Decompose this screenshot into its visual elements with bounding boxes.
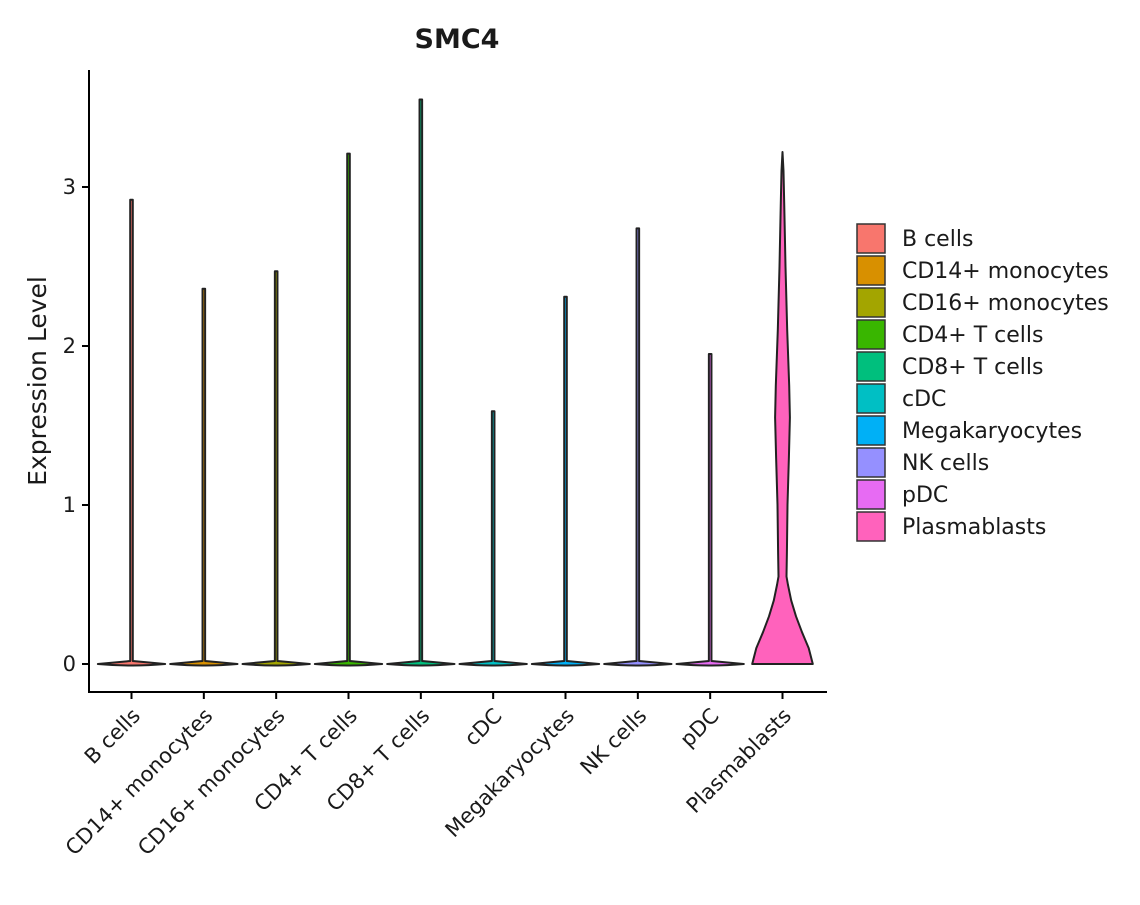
x-tick-label: cDC (460, 704, 507, 751)
legend-swatch (856, 223, 886, 254)
legend-label: cDC (902, 387, 946, 412)
legend-swatch (856, 511, 886, 542)
y-tick-label: 3 (63, 175, 76, 199)
legend-swatch (856, 415, 886, 446)
violin-nk-cells (603, 227, 673, 667)
legend-swatch (856, 479, 886, 510)
violin-pdc (675, 352, 745, 667)
legend-label: CD8+ T cells (902, 355, 1043, 380)
violin-plasmablasts (751, 151, 814, 665)
y-axis-title: Expression Level (23, 276, 52, 486)
legend-swatch (856, 287, 886, 318)
y-tick-label: 0 (63, 652, 76, 676)
x-tick-label: Megakaryocytes (441, 704, 580, 843)
x-tick-label: B cells (80, 704, 145, 769)
violin-megakaryocytes (530, 295, 601, 667)
violin-cd16-monocytes (241, 270, 311, 667)
legend-label: NK cells (902, 451, 989, 476)
legend-swatch (856, 319, 886, 350)
legend-label: B cells (902, 227, 973, 252)
y-tick-label: 2 (63, 334, 76, 358)
violin-cd8-t-cells (386, 98, 456, 667)
legend-label: Megakaryocytes (902, 419, 1082, 444)
violin-marks (96, 98, 814, 667)
legend: B cells CD14+ monocytes CD16+ monocytes CD4… (856, 223, 1109, 542)
violin-cd14-monocytes (169, 287, 239, 667)
legend-label: CD4+ T cells (902, 323, 1043, 348)
legend-swatch (856, 447, 886, 478)
chart-title: SMC4 (415, 24, 500, 55)
x-tick-label: NK cells (576, 704, 652, 780)
violin-cd4-t-cells (313, 152, 384, 667)
legend-label: Plasmablasts (902, 515, 1046, 540)
legend-swatch (856, 383, 886, 414)
y-axis-ticks: 0 1 2 3 (63, 175, 89, 676)
violin-cdc (458, 410, 528, 667)
violin-b-cells (96, 198, 167, 667)
legend-swatch (856, 255, 886, 286)
y-tick-label: 1 (63, 493, 76, 517)
legend-label: CD14+ monocytes (902, 259, 1109, 284)
x-tick-label: pDC (675, 704, 723, 752)
legend-swatch (856, 351, 886, 382)
legend-label: pDC (902, 483, 948, 508)
legend-label: CD16+ monocytes (902, 291, 1109, 316)
